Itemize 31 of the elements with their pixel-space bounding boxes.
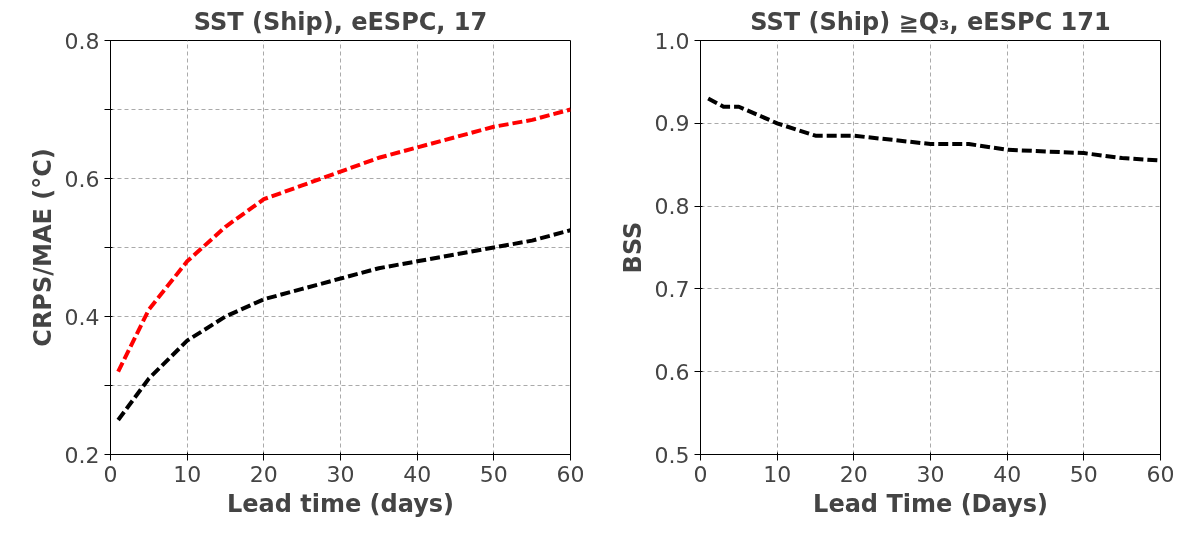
y-tick-label: 0.8 bbox=[64, 28, 100, 54]
y-tick-label: 0.6 bbox=[654, 359, 690, 385]
y-tick-label: 0.4 bbox=[64, 304, 100, 330]
y-tick-label: 0.7 bbox=[654, 276, 690, 302]
y-tick-label: 0.9 bbox=[654, 111, 690, 137]
x-tick-label: 60 bbox=[1146, 461, 1175, 487]
y-axis-title: CRPS/MAE (°C) bbox=[28, 148, 57, 347]
y-tick-label: 0.6 bbox=[64, 166, 100, 192]
x-tick-label: 60 bbox=[556, 461, 585, 487]
y-tick-label: 0.5 bbox=[654, 442, 690, 468]
y-axis-title: BSS bbox=[618, 221, 647, 274]
y-tick-label: 0.2 bbox=[64, 442, 100, 468]
y-tick-label: 0.8 bbox=[654, 194, 690, 220]
x-tick-label: 0 bbox=[693, 461, 708, 487]
x-tick-label: 40 bbox=[403, 461, 432, 487]
x-tick-label: 10 bbox=[173, 461, 202, 487]
x-tick-label: 10 bbox=[763, 461, 792, 487]
x-tick-label: 30 bbox=[326, 461, 355, 487]
x-tick-label: 20 bbox=[839, 461, 868, 487]
x-tick-label: 20 bbox=[249, 461, 278, 487]
y-tick-label: 1.0 bbox=[654, 28, 690, 54]
line-series bbox=[116, 107, 571, 374]
chart-title: SST (Ship), eESPC, 17 bbox=[193, 7, 488, 36]
x-tick-label: 50 bbox=[479, 461, 508, 487]
x-tick-label: 40 bbox=[993, 461, 1022, 487]
x-tick-label: 50 bbox=[1069, 461, 1098, 487]
x-tick-label: 0 bbox=[103, 461, 118, 487]
chart-title: SST (Ship) ≧Q₃, eESPC 171 bbox=[750, 7, 1111, 36]
x-axis-title: Lead time (days) bbox=[226, 489, 455, 518]
x-axis-title: Lead Time (Days) bbox=[813, 489, 1048, 518]
x-tick-label: 30 bbox=[916, 461, 945, 487]
